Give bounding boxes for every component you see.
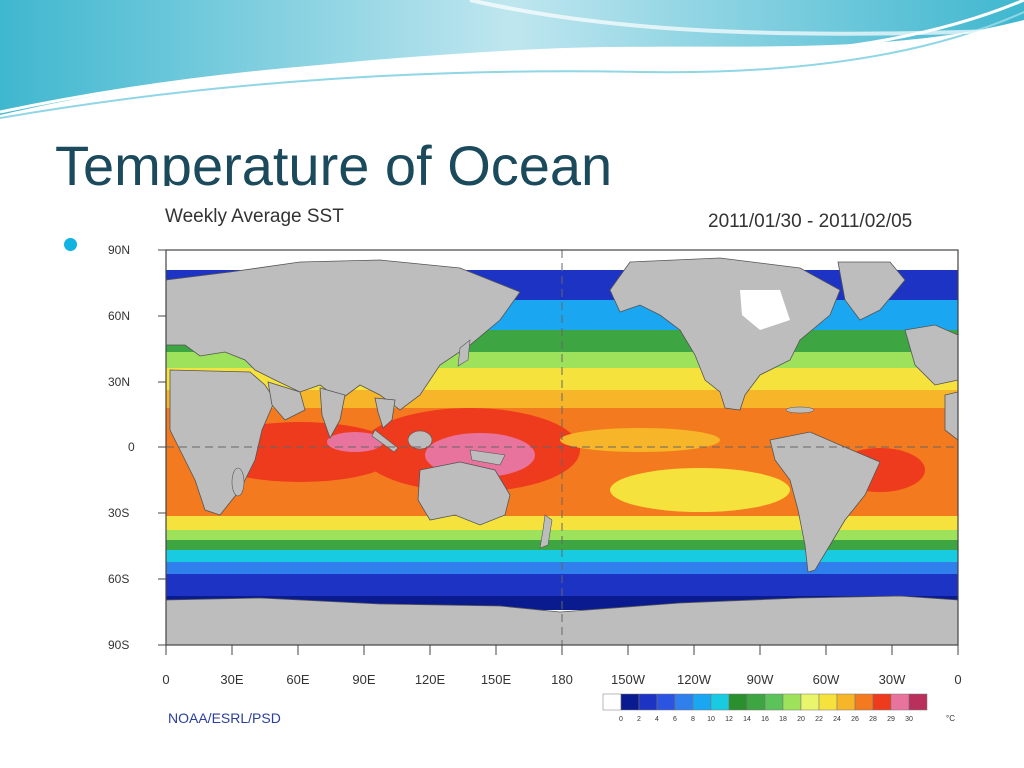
colorbar-tick-label: 30: [905, 716, 913, 723]
colorbar-swatch: [620, 693, 640, 711]
data-credit: NOAA/ESRL/PSD: [168, 710, 281, 726]
colorbar-swatch: [764, 693, 784, 711]
colorbar-tick-label: 16: [761, 716, 769, 723]
colorbar-swatch: [728, 693, 748, 711]
colorbar-tick-label: 22: [815, 716, 823, 723]
lat-label-90s: 90S: [108, 638, 130, 652]
colorbar-unit: °C: [946, 714, 955, 723]
lat-label-90n: 90N: [108, 243, 131, 257]
lat-label-30s: 30S: [108, 506, 130, 520]
lat-label-30n: 30N: [108, 375, 131, 389]
colorbar-tick-label: 24: [833, 716, 841, 723]
colorbar-swatch: [854, 693, 874, 711]
lon-label-0: 0: [162, 672, 170, 687]
lon-label-30w: 30W: [878, 672, 906, 687]
header-wave-decoration: [0, 0, 1024, 119]
colorbar-tick-label: 26: [851, 716, 859, 723]
figure-date-range: 2011/01/30 - 2011/02/05: [708, 211, 913, 232]
colorbar-tick-label: 4: [655, 716, 659, 723]
colorbar-swatch: [800, 693, 820, 711]
temperature-colorbar: [602, 693, 928, 711]
colorbar-swatch: [746, 693, 766, 711]
colorbar-tick-label: 18: [779, 716, 787, 723]
colorbar-swatch: [656, 693, 676, 711]
lon-label-120w: 120W: [677, 672, 711, 687]
colorbar-tick-label: 20: [797, 716, 805, 723]
lon-label-60w: 60W: [812, 672, 840, 687]
colorbar-tick-label: 0: [619, 716, 623, 723]
colorbar-tick-label: 10: [707, 716, 715, 723]
colorbar-tick-label: 29: [887, 716, 895, 723]
lon-label-30e: 30E: [220, 672, 244, 687]
colorbar-tick-label: 12: [725, 716, 733, 723]
colorbar-swatch: [638, 693, 658, 711]
colorbar-tick-label: 28: [869, 716, 877, 723]
lon-label-0-east: 0: [954, 672, 962, 687]
lon-label-180: 180: [551, 672, 573, 687]
lon-label-90w: 90W: [746, 672, 774, 687]
colorbar-swatch: [710, 693, 730, 711]
lat-label-60s: 60S: [108, 572, 130, 586]
bullet-dot: [64, 238, 77, 251]
colorbar-swatch: [908, 693, 928, 711]
colorbar-swatch: [836, 693, 856, 711]
colorbar-tick-label: 14: [743, 716, 751, 723]
colorbar-swatch: [890, 693, 910, 711]
lon-label-90e: 90E: [352, 672, 376, 687]
slide-title: Temperature of Ocean: [55, 134, 613, 186]
colorbar-swatch: [818, 693, 838, 711]
colorbar-tick-label: 6: [673, 716, 677, 723]
figure-title: Weekly Average SST: [165, 206, 344, 227]
colorbar-swatch: [674, 693, 694, 711]
colorbar-tick-label: 8: [691, 716, 695, 723]
lat-label-60n: 60N: [108, 309, 131, 323]
colorbar-tick-label: 2: [637, 716, 641, 723]
colorbar-swatch: [872, 693, 892, 711]
lon-label-150e: 150E: [480, 672, 512, 687]
lon-label-120e: 120E: [414, 672, 446, 687]
colorbar-swatch: [782, 693, 802, 711]
lon-label-150w: 150W: [611, 672, 645, 687]
colorbar-swatch: [602, 693, 622, 711]
colorbar-swatch: [692, 693, 712, 711]
lon-label-60e: 60E: [286, 672, 310, 687]
lat-label-equator: 0: [128, 440, 135, 454]
